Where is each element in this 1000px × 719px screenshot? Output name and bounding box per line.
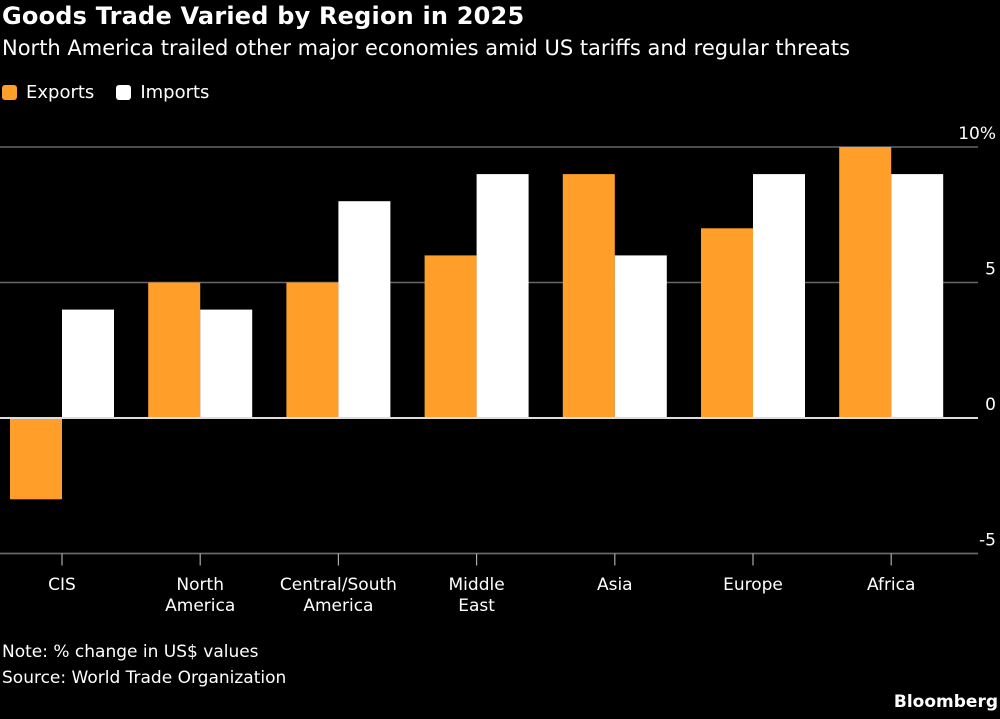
chart-subtitle: North America trailed other major econom… <box>2 36 851 60</box>
bar-imports <box>753 174 805 418</box>
legend-label-imports: Imports <box>140 82 210 103</box>
legend-item-exports: Exports <box>2 82 94 103</box>
x-tick-label: Africa <box>867 575 916 595</box>
chart-title: Goods Trade Varied by Region in 2025 <box>2 2 525 30</box>
bar-imports <box>891 174 944 418</box>
bar-exports <box>10 418 62 500</box>
legend-swatch-imports <box>116 85 132 100</box>
legend: Exports Imports <box>2 82 231 103</box>
axes <box>0 417 978 566</box>
x-tick-label: CIS <box>48 575 76 595</box>
brand-logo: Bloomberg <box>893 692 998 712</box>
legend-swatch-exports <box>2 85 17 100</box>
bar-imports <box>200 309 253 418</box>
x-tick-label: Asia <box>597 575 633 595</box>
legend-item-imports: Imports <box>116 82 209 103</box>
x-tick-label: Europe <box>723 575 783 595</box>
bar-imports <box>338 201 391 418</box>
bar-imports <box>614 255 667 418</box>
bar-imports <box>62 309 114 418</box>
x-tick-label: North <box>176 575 224 595</box>
bars <box>10 147 944 500</box>
chart-source: Source: World Trade Organization <box>2 668 287 688</box>
bar-exports <box>839 147 892 418</box>
bar-imports <box>476 174 529 418</box>
x-tick-label: East <box>458 596 495 616</box>
x-tick-label: America <box>165 596 235 616</box>
bar-exports <box>701 228 753 418</box>
x-tick-label: Central/South <box>280 575 397 595</box>
chart-note: Note: % change in US$ values <box>2 642 259 662</box>
y-tick-label: -5 <box>979 531 996 551</box>
bar-exports <box>562 174 615 418</box>
bar-exports <box>148 282 201 418</box>
x-tick-label: Middle <box>449 575 505 595</box>
x-tick-label: America <box>303 596 373 616</box>
bar-exports <box>424 255 477 418</box>
y-tick-label: 10% <box>958 124 996 144</box>
bar-exports <box>286 282 339 418</box>
y-tick-label: 0 <box>985 395 996 415</box>
y-tick-label: 5 <box>985 260 996 280</box>
legend-label-exports: Exports <box>26 82 95 103</box>
